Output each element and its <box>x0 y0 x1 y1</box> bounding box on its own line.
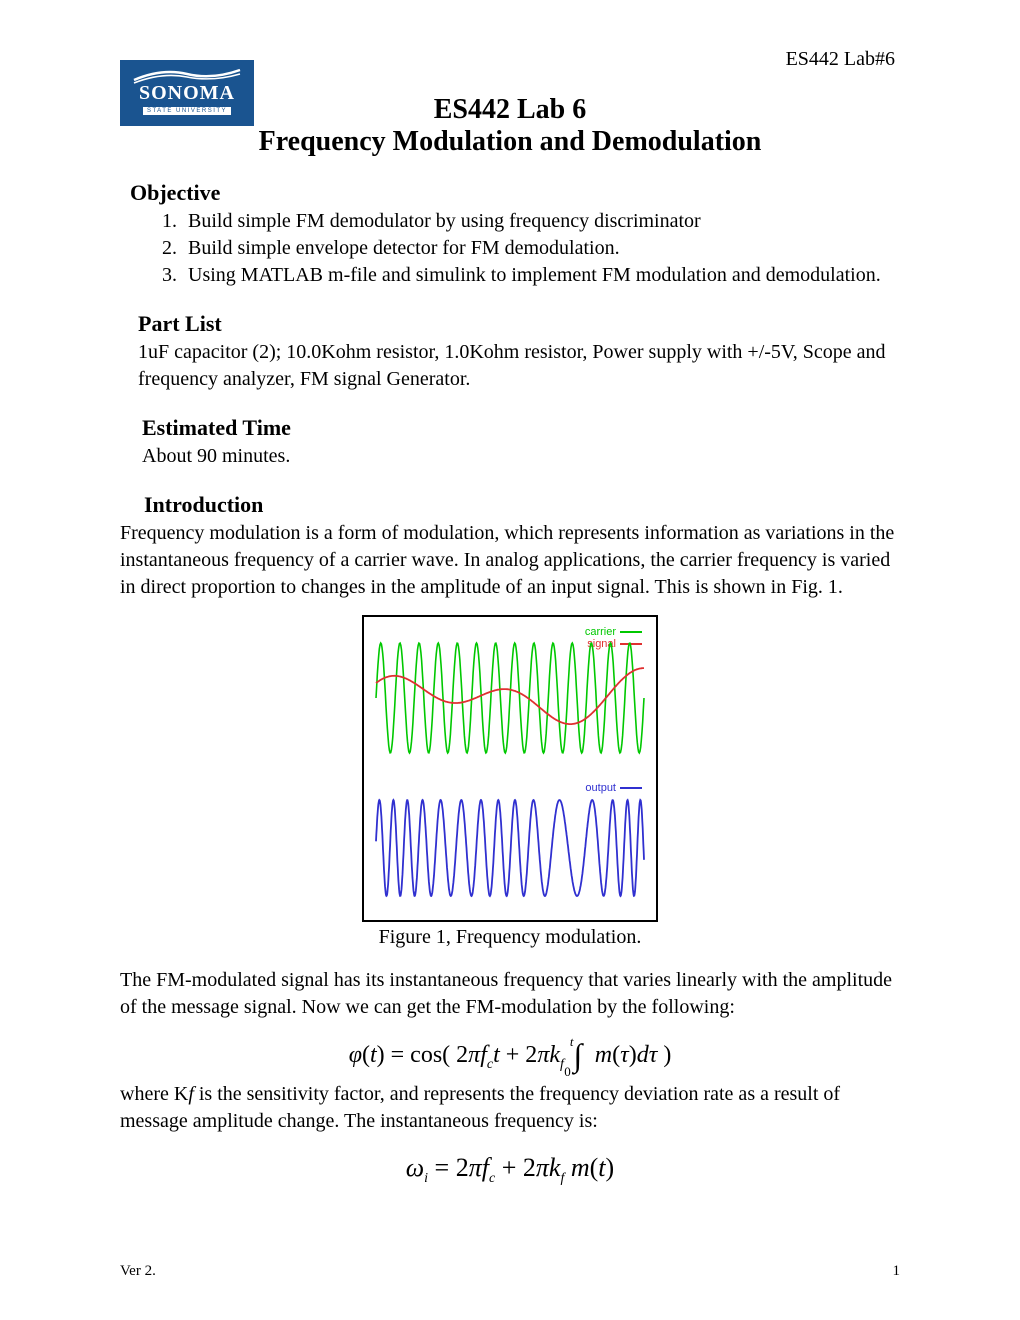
header-course-tag: ES442 Lab#6 <box>786 48 895 71</box>
intro-para1: Frequency modulation is a form of modula… <box>120 520 900 601</box>
figure-1-box: carriersignaloutput <box>362 615 658 922</box>
equation-2: ωi = 2πfc + 2πkf m(t) <box>120 1153 900 1187</box>
intro-para2: The FM-modulated signal has its instanta… <box>120 967 900 1021</box>
objective-list: Build simple FM demodulator by using fre… <box>120 208 900 289</box>
intro-heading: Introduction <box>144 492 900 518</box>
footer-page-number: 1 <box>893 1263 901 1280</box>
page: ES442 Lab#6 SONOMA STATE UNIVERSITY ES44… <box>0 0 1020 1320</box>
logo-wave-icon <box>132 66 242 84</box>
figure-1-caption: Figure 1, Frequency modulation. <box>120 926 900 949</box>
intro-para3: where Kf is the sensitivity factor, and … <box>120 1081 900 1135</box>
objective-item: Build simple FM demodulator by using fre… <box>182 208 900 235</box>
partlist-heading: Part List <box>138 311 900 337</box>
footer-version: Ver 2. <box>120 1263 156 1280</box>
logo-main-text: SONOMA <box>139 82 235 105</box>
partlist-text: 1uF capacitor (2); 10.0Kohm resistor, 1.… <box>138 339 900 393</box>
fm-waveform-diagram: carriersignaloutput <box>370 623 650 913</box>
time-text: About 90 minutes. <box>142 443 900 470</box>
para3-text-a: where K <box>120 1083 188 1105</box>
objective-item: Build simple envelope detector for FM de… <box>182 235 900 262</box>
figure-1: carriersignaloutput Figure 1, Frequency … <box>120 615 900 949</box>
para3-text-b: is the sensitivity factor, and represent… <box>120 1083 840 1132</box>
objective-item: Using MATLAB m-file and simulink to impl… <box>182 262 900 289</box>
objective-heading: Objective <box>130 180 900 206</box>
logo-sub-text: STATE UNIVERSITY <box>143 107 231 115</box>
equation-1: φ(t) = cos( 2πfct + 2πkf t∫0 m(τ)dτ ) <box>120 1033 900 1073</box>
time-heading: Estimated Time <box>142 415 900 441</box>
svg-text:output: output <box>585 782 616 794</box>
page-footer: Ver 2. 1 <box>120 1263 900 1280</box>
university-logo: SONOMA STATE UNIVERSITY <box>120 60 254 126</box>
svg-text:carrier: carrier <box>585 626 617 638</box>
title-line-2: Frequency Modulation and Demodulation <box>120 126 900 158</box>
